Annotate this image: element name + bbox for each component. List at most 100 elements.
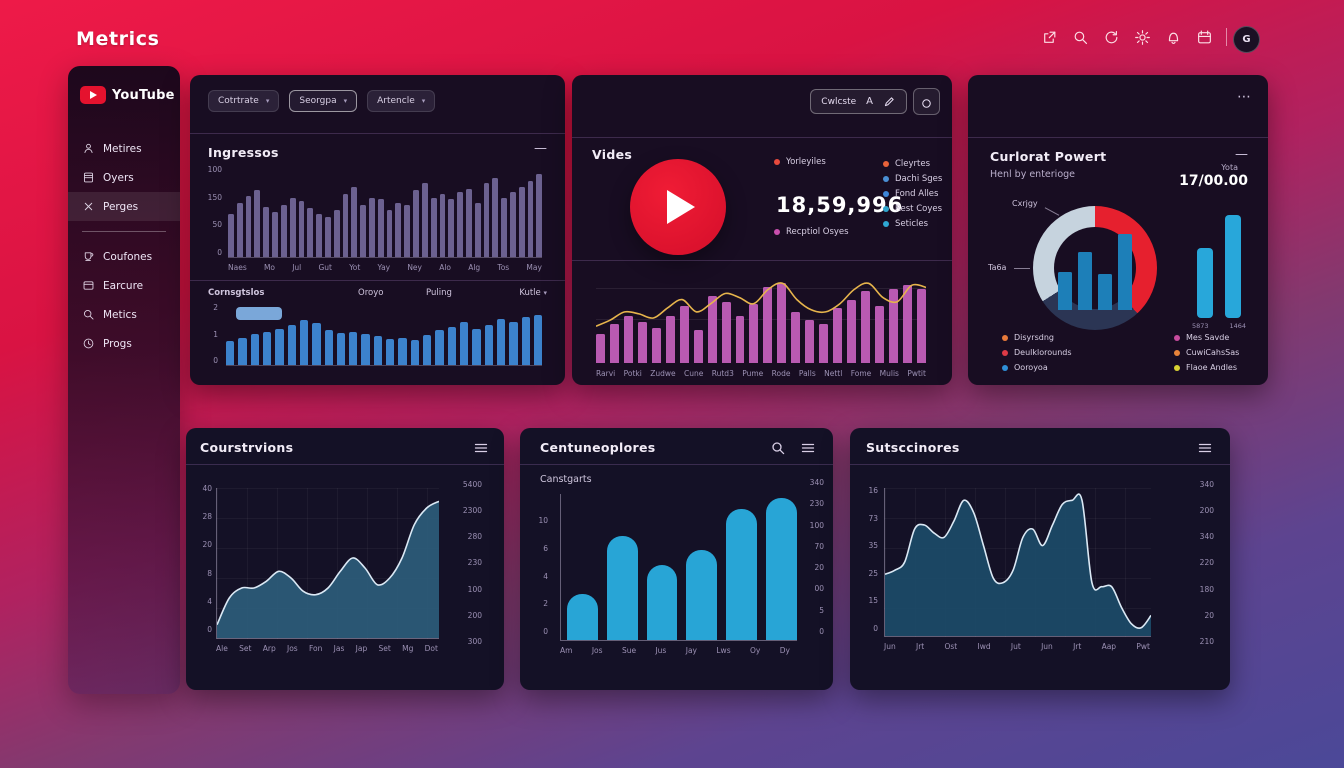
share-icon[interactable] (1040, 28, 1058, 46)
circle-tool-button[interactable] (913, 88, 940, 115)
circle-icon (920, 95, 933, 108)
legend-item: Mes Savde (1174, 333, 1239, 342)
bar (766, 498, 797, 640)
bell-icon[interactable] (1164, 28, 1182, 46)
bar (847, 299, 857, 363)
bar (423, 335, 432, 365)
legend-item: CuwiCahsSas (1174, 348, 1239, 357)
axis-label: 0 (213, 356, 218, 365)
axis-label: Tos (497, 263, 510, 272)
search-icon[interactable] (1071, 28, 1089, 46)
bar (606, 535, 638, 640)
categories-bar-chart (226, 303, 543, 366)
sub-col-label: Oroyo (358, 288, 384, 298)
bar (254, 190, 261, 257)
avatar[interactable]: G (1233, 26, 1260, 53)
bar (518, 186, 525, 257)
youtube-logo[interactable]: YouTube (68, 66, 180, 120)
side-bar-chart (1197, 215, 1241, 318)
axis-label: Fon (309, 644, 323, 653)
play-icon (667, 190, 695, 224)
legend-item: Cleyrtes (883, 159, 942, 169)
y-axis-labels: 100 150 50 0 (198, 165, 222, 257)
legend-item: Seticles (883, 219, 942, 229)
donut-annotation-top: Cxrjgy (1012, 199, 1038, 208)
filter-dropdown-seorgpa[interactable]: Seorgpa ▾ (289, 90, 358, 112)
axis-label: 0 (819, 626, 824, 636)
bar (875, 305, 885, 363)
vides-trend-line (595, 271, 927, 363)
bar (474, 203, 481, 257)
bar (819, 324, 829, 363)
bar (342, 194, 349, 257)
sidebar-item-perges[interactable]: Perges (68, 192, 180, 221)
legend-item: Dachi Sges (883, 174, 942, 184)
collapse-button[interactable]: — (534, 141, 547, 156)
bar (637, 322, 647, 363)
bar (1118, 234, 1132, 310)
sub-chart-title: Cornsgtslos (208, 288, 265, 298)
axis-label: 100 (207, 165, 222, 174)
x-axis-labels: Rarvi Potki Zudwe Cune Rutd3 Pume Rode Palls Net… (596, 369, 926, 378)
youtube-play-icon (80, 86, 106, 104)
divider (968, 137, 1268, 138)
person-icon (82, 142, 95, 155)
axis-label: Cune (684, 369, 704, 378)
pen-icon[interactable] (883, 95, 896, 108)
x-axis-labels: Ale Set Arp Jos Fon Jas Jap Set Mg Dot (216, 644, 438, 653)
bar (459, 321, 469, 365)
axis-label: 6 (543, 543, 548, 553)
chevron-down-icon: ▾ (265, 97, 270, 105)
calendar-icon[interactable] (1195, 28, 1213, 46)
bar (398, 337, 407, 365)
sidebar-item-label: Earcure (103, 279, 144, 292)
customize-button[interactable]: Cwlcste A (810, 89, 907, 114)
customize-label: Cwlcste (821, 96, 857, 107)
divider (850, 464, 1230, 465)
divider (190, 280, 565, 281)
axis-label: 340 (809, 478, 824, 487)
sidebar-item-earcure[interactable]: Earcure (68, 271, 180, 300)
axis-label: 0 (217, 247, 222, 257)
video-play-button[interactable] (630, 159, 726, 255)
axis-label: Nettl (824, 369, 843, 378)
sub-col-label[interactable]: Puling (426, 288, 452, 298)
axis-label: 280 (467, 532, 482, 542)
sidebar-item-coufones[interactable]: Coufones (68, 242, 180, 271)
axis-label: 200 (467, 610, 482, 620)
y-axis-labels-left: 10 6 4 2 0 (532, 516, 548, 636)
bar (533, 315, 543, 365)
axis-label: Jul (292, 263, 302, 272)
axis-label: Naes (228, 263, 247, 272)
text-tool-icon[interactable]: A (866, 96, 873, 107)
refresh-icon[interactable] (1102, 28, 1120, 46)
filter-dropdown-artencle[interactable]: Artencle ▾ (367, 90, 436, 112)
axis-label: Jos (591, 646, 603, 655)
axis-label: Ale (216, 644, 228, 653)
axis-label: Set (239, 644, 252, 653)
card-title: Ingressos (208, 145, 279, 160)
more-menu-button[interactable]: ⋯ (1237, 89, 1252, 105)
collapse-button[interactable]: — (1235, 147, 1248, 162)
axis-label: Yot (349, 263, 361, 272)
hamburger-menu-icon[interactable] (473, 440, 490, 457)
sidebar-item-progs[interactable]: Progs (68, 329, 180, 358)
total-value: 17/00.00 (1179, 173, 1248, 189)
sidebar-item-label: Metics (103, 308, 137, 321)
sidebar-item-oyers[interactable]: Oyers (68, 163, 180, 192)
metric-dropdown[interactable]: Kutle ▾ (519, 288, 547, 298)
bar (410, 340, 419, 365)
filter-dropdown-cotrtrate[interactable]: Cotrtrate ▾ (208, 90, 280, 112)
sidebar-item-metics[interactable]: Metics (68, 300, 180, 329)
search-icon[interactable] (770, 440, 787, 457)
sidebar-item-metires[interactable]: Metires (68, 134, 180, 163)
axis-label: 230 (467, 558, 482, 568)
axis-label: Jut (1010, 642, 1021, 651)
axis-label: Pwtit (907, 369, 926, 378)
hamburger-menu-icon[interactable] (800, 440, 817, 457)
axis-label: 16 (868, 486, 878, 495)
axis-label: 0 (543, 627, 548, 636)
axis-label: 00 (814, 584, 824, 594)
hamburger-menu-icon[interactable] (1197, 440, 1214, 457)
gear-icon[interactable] (1133, 28, 1151, 46)
